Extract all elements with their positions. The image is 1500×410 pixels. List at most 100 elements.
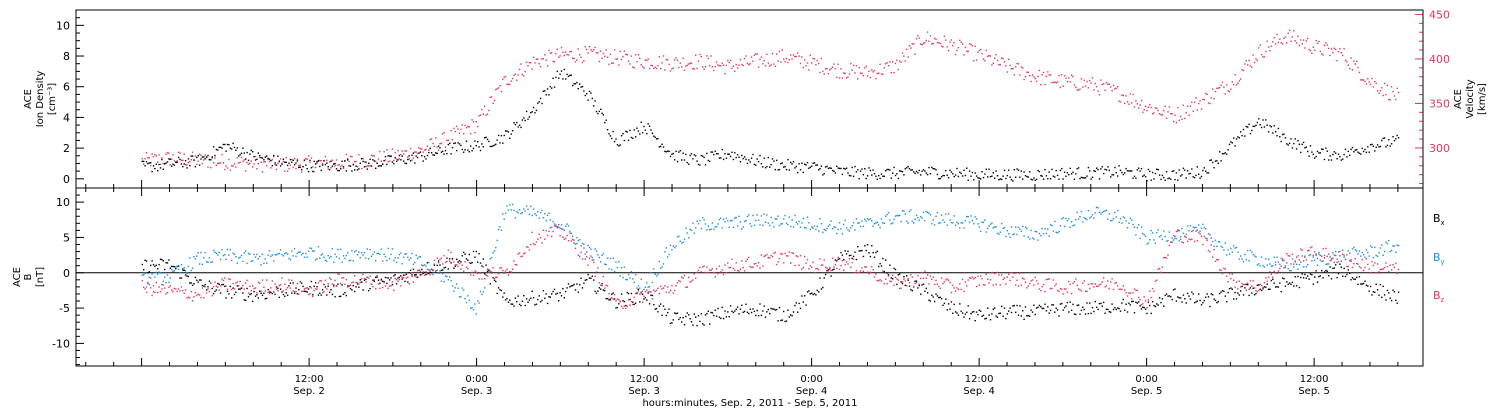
data-point-density [1234, 145, 1236, 147]
data-point-velocity [826, 68, 828, 70]
data-point-velocity [1249, 65, 1252, 67]
data-point-density [207, 154, 209, 157]
data-point-By [394, 257, 396, 259]
data-point-density [226, 143, 229, 146]
data-point-Bx [1386, 289, 1389, 292]
data-point-By [579, 239, 581, 241]
data-point-density [1202, 169, 1204, 172]
data-point-By [1063, 225, 1066, 228]
data-point-velocity [816, 59, 818, 62]
data-point-velocity [1378, 92, 1380, 94]
data-point-Bx [844, 250, 846, 252]
data-point-By [1094, 212, 1096, 214]
data-point-By [1316, 264, 1319, 266]
data-point-density [1118, 165, 1120, 167]
data-point-Bx [328, 291, 331, 293]
data-point-density [577, 88, 579, 90]
data-point-Bx [442, 269, 444, 271]
data-point-density [1023, 171, 1025, 173]
data-point-velocity [1077, 89, 1080, 91]
data-point-density [760, 163, 763, 165]
data-point-Bz [1150, 296, 1152, 299]
data-point-density [837, 167, 839, 169]
data-point-Bx [908, 285, 911, 287]
data-point-density [418, 152, 420, 154]
data-point-By [147, 282, 149, 285]
data-point-density [282, 158, 285, 160]
data-point-Bz [600, 284, 602, 286]
data-point-Bz [1326, 255, 1328, 257]
data-point-By [1223, 249, 1225, 251]
data-point-velocity [928, 40, 930, 42]
data-point-By [368, 258, 370, 260]
data-point-Bz [298, 293, 300, 295]
data-point-Bx [630, 292, 633, 295]
data-point-density [273, 154, 275, 157]
data-point-Bz [446, 260, 448, 263]
data-point-velocity [1136, 103, 1138, 105]
data-point-velocity [314, 166, 317, 169]
data-point-density [1372, 145, 1375, 147]
data-point-Bz [1193, 240, 1196, 243]
data-point-By [193, 256, 195, 258]
data-point-velocity [506, 83, 508, 85]
data-point-Bx [380, 278, 382, 281]
data-point-Bz [734, 269, 736, 271]
data-point-By [1056, 232, 1059, 234]
data-point-velocity [204, 154, 206, 156]
data-point-Bx [1035, 307, 1038, 309]
data-point-Bx [1356, 276, 1358, 279]
data-point-density [1319, 152, 1321, 154]
data-point-density [534, 112, 536, 114]
data-point-velocity [953, 42, 955, 44]
data-point-Bx [326, 294, 328, 296]
data-point-velocity [1031, 74, 1034, 76]
data-point-velocity [1328, 47, 1330, 50]
data-point-By [626, 278, 628, 281]
data-point-Bx [1308, 278, 1310, 280]
data-point-Bz [1008, 273, 1010, 276]
data-point-By [236, 262, 238, 264]
data-point-velocity [791, 58, 793, 60]
data-point-density [781, 162, 783, 164]
data-point-density [749, 161, 751, 163]
data-point-By [373, 251, 375, 253]
x-tick-time: 12:00 [965, 374, 994, 385]
data-point-Bx [345, 294, 347, 297]
data-point-velocity [249, 162, 251, 164]
data-point-velocity [1189, 105, 1192, 107]
data-point-By [1075, 218, 1077, 221]
data-point-By [491, 256, 493, 259]
data-point-density [586, 93, 588, 95]
data-point-Bz [921, 271, 923, 274]
data-point-By [1389, 250, 1391, 253]
data-point-density [935, 169, 937, 171]
data-point-By [886, 213, 888, 216]
data-point-velocity [334, 165, 336, 167]
data-point-Bx [931, 294, 933, 296]
data-point-Bx [1213, 298, 1215, 300]
data-point-velocity [929, 35, 932, 37]
data-point-Bx [847, 250, 849, 252]
data-point-Bx [1105, 308, 1108, 310]
data-point-By [661, 266, 663, 268]
data-point-density [157, 170, 159, 172]
data-point-density [1333, 151, 1335, 153]
data-point-velocity [1213, 98, 1215, 100]
data-point-Bx [228, 293, 230, 295]
data-point-Bz [1210, 244, 1212, 246]
data-point-Bx [553, 288, 556, 291]
data-point-density [481, 143, 483, 145]
data-point-density [261, 157, 264, 159]
data-point-velocity [717, 64, 719, 66]
data-point-velocity [777, 60, 779, 62]
data-point-density [702, 155, 704, 157]
data-point-Bz [560, 228, 563, 230]
data-point-By [1298, 263, 1301, 266]
data-point-Bx [482, 258, 484, 260]
data-point-Bz [1372, 264, 1375, 267]
data-point-density [824, 166, 827, 168]
data-point-Bz [984, 284, 986, 286]
data-point-Bz [880, 280, 883, 282]
data-point-By [1020, 230, 1022, 232]
